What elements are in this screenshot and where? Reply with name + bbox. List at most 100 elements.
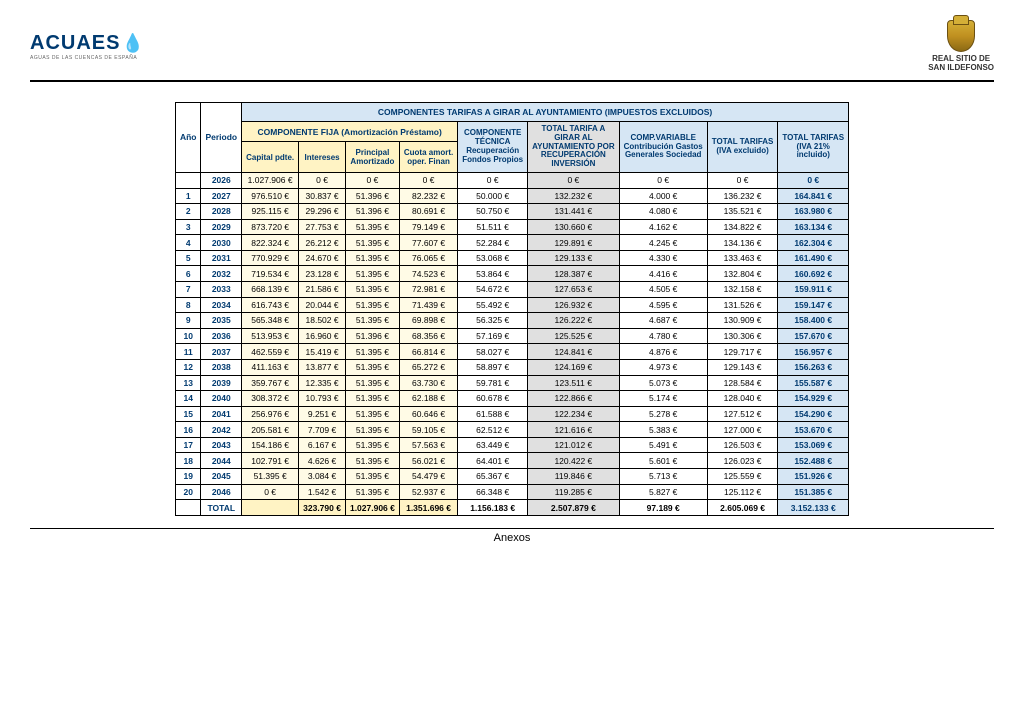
document-header: ACUAES 💧 AGUAS DE LAS CUENCAS DE ESPAÑA … [30, 20, 994, 82]
cell: 10 [175, 328, 201, 344]
cell: 18 [175, 453, 201, 469]
cell: 7.709 € [299, 422, 346, 438]
cell: 3.152.133 € [778, 500, 849, 516]
cell: 132.804 € [707, 266, 778, 282]
cell: 125.559 € [707, 468, 778, 484]
cell: 51.396 € [345, 204, 399, 220]
col-total-con: TOTAL TARIFAS(IVA 21%incluido) [778, 122, 849, 173]
cell: 411.163 € [242, 359, 299, 375]
table-row: 132039359.767 €12.335 €51.395 €63.730 €5… [175, 375, 848, 391]
cell: 129.133 € [528, 250, 620, 266]
cell: 155.587 € [778, 375, 849, 391]
cell: 134.136 € [707, 235, 778, 251]
water-drop-icon: 💧 [121, 33, 144, 54]
cell: 3 [175, 219, 201, 235]
cell: 770.929 € [242, 250, 299, 266]
cell: 97.189 € [619, 500, 707, 516]
cell: 55.492 € [458, 297, 528, 313]
cell: 128.584 € [707, 375, 778, 391]
cell: 61.588 € [458, 406, 528, 422]
cell: 4 [175, 235, 201, 251]
cell: 124.841 € [528, 344, 620, 360]
cell: 72.981 € [399, 282, 457, 298]
cell: 4.626 € [299, 453, 346, 469]
crest-icon [947, 20, 975, 52]
cell: 2027 [201, 188, 242, 204]
cell: 133.463 € [707, 250, 778, 266]
cell [175, 500, 201, 516]
cell: 0 € [528, 172, 620, 188]
table-row: 2020460 €1.542 €51.395 €52.937 €66.348 €… [175, 484, 848, 500]
cell: 2044 [201, 453, 242, 469]
cell: 26.212 € [299, 235, 346, 251]
cell: 58.027 € [458, 344, 528, 360]
cell: 565.348 € [242, 313, 299, 329]
cell: 80.691 € [399, 204, 457, 220]
cell: 4.595 € [619, 297, 707, 313]
col-tecnica: COMPONENTETÉCNICARecuperaciónFondos Prop… [458, 122, 528, 173]
cell: 873.720 € [242, 219, 299, 235]
cell: 53.068 € [458, 250, 528, 266]
table-row: 92035565.348 €18.502 €51.395 €69.898 €56… [175, 313, 848, 329]
cell: 57.563 € [399, 437, 457, 453]
cell: 128.387 € [528, 266, 620, 282]
cell: 2029 [201, 219, 242, 235]
cell: 4.687 € [619, 313, 707, 329]
cell: 6 [175, 266, 201, 282]
cell: 51.395 € [345, 235, 399, 251]
cell: 15.419 € [299, 344, 346, 360]
cell: 154.929 € [778, 391, 849, 407]
crest-line2: SAN ILDEFONSO [928, 63, 994, 72]
cell: 159.911 € [778, 282, 849, 298]
fija-c2: PrincipalAmortizado [345, 142, 399, 173]
table-row: 82034616.743 €20.044 €51.395 €71.439 €55… [175, 297, 848, 313]
cell: 130.909 € [707, 313, 778, 329]
col-total-sin: TOTAL TARIFAS(IVA excluido) [707, 122, 778, 173]
cell: 2 [175, 204, 201, 220]
cell: 9.251 € [299, 406, 346, 422]
cell: 30.837 € [299, 188, 346, 204]
cell: 4.245 € [619, 235, 707, 251]
cell: 462.559 € [242, 344, 299, 360]
cell: 129.891 € [528, 235, 620, 251]
cell: 0 € [778, 172, 849, 188]
table-row: 102036513.953 €16.960 €51.396 €68.356 €5… [175, 328, 848, 344]
cell: 127.512 € [707, 406, 778, 422]
cell: 256.976 € [242, 406, 299, 422]
cell: 0 € [345, 172, 399, 188]
cell: 135.521 € [707, 204, 778, 220]
cell: 51.395 € [345, 484, 399, 500]
cell: 134.822 € [707, 219, 778, 235]
cell: 102.791 € [242, 453, 299, 469]
cell: 616.743 € [242, 297, 299, 313]
cell: 2035 [201, 313, 242, 329]
cell: 2026 [201, 172, 242, 188]
cell: 51.395 € [345, 391, 399, 407]
cell: 23.128 € [299, 266, 346, 282]
cell: 136.232 € [707, 188, 778, 204]
cell: 51.395 € [242, 468, 299, 484]
cell: 51.395 € [345, 406, 399, 422]
cell: 71.439 € [399, 297, 457, 313]
cell: 513.953 € [242, 328, 299, 344]
cell: 0 € [619, 172, 707, 188]
cell: 126.932 € [528, 297, 620, 313]
cell: 51.395 € [345, 219, 399, 235]
table-row: 72033668.139 €21.586 €51.395 €72.981 €54… [175, 282, 848, 298]
cell: 163.134 € [778, 219, 849, 235]
cell: 5.073 € [619, 375, 707, 391]
cell: 976.510 € [242, 188, 299, 204]
cell: 1.027.906 € [242, 172, 299, 188]
cell: 60.646 € [399, 406, 457, 422]
cell: 51.395 € [345, 344, 399, 360]
cell: 668.139 € [242, 282, 299, 298]
cell: 121.616 € [528, 422, 620, 438]
cell: 51.395 € [345, 250, 399, 266]
cell: 5.174 € [619, 391, 707, 407]
table-row: 122038411.163 €13.877 €51.395 €65.272 €5… [175, 359, 848, 375]
cell: 2037 [201, 344, 242, 360]
cell: 63.449 € [458, 437, 528, 453]
cell: 11 [175, 344, 201, 360]
table-row: 112037462.559 €15.419 €51.395 €66.814 €5… [175, 344, 848, 360]
cell: 123.511 € [528, 375, 620, 391]
